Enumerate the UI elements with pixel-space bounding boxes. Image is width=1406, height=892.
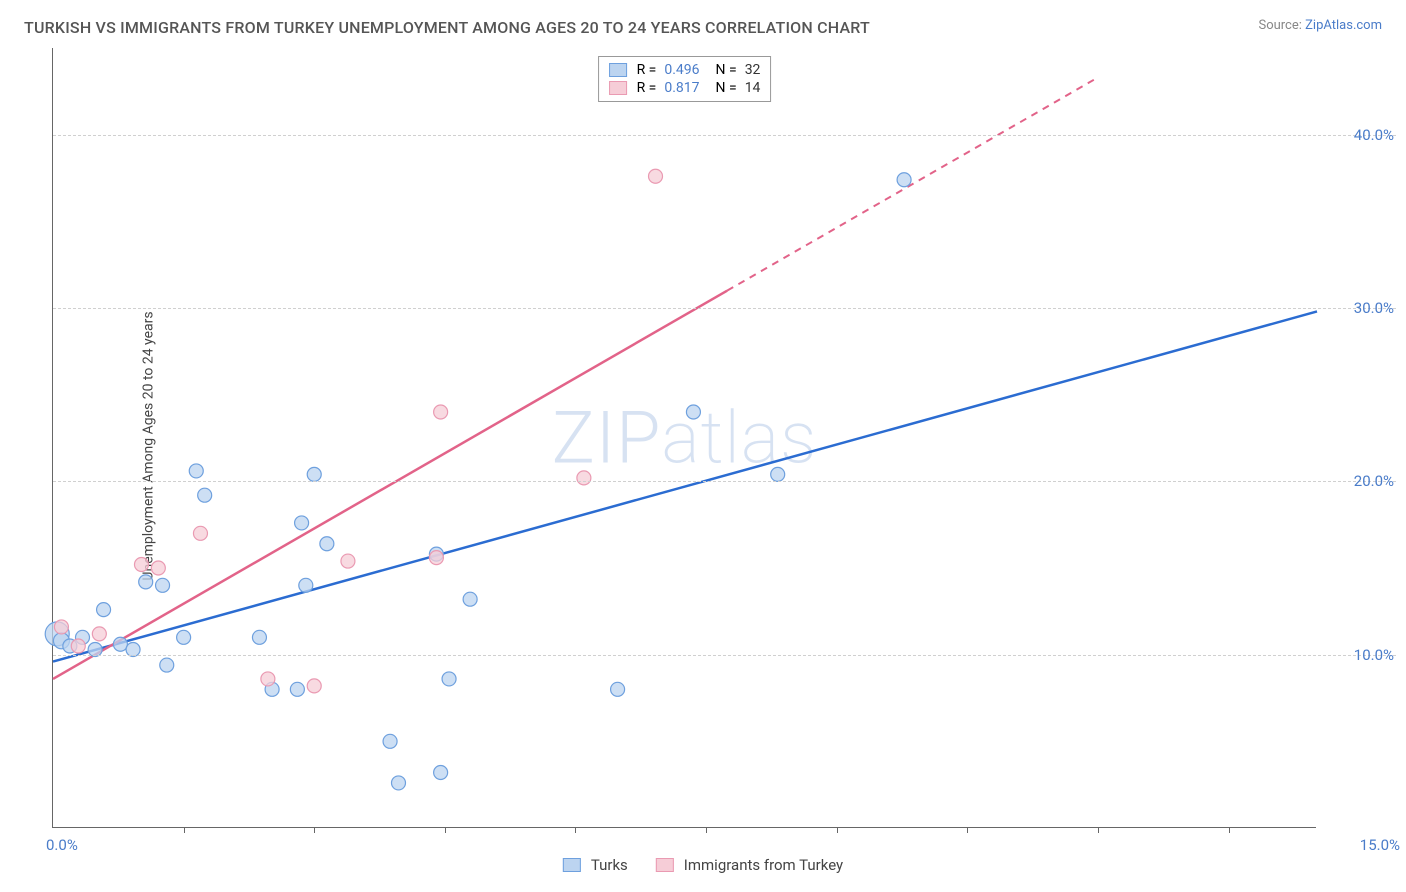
- plot-area: ZIPatlas R =0.496N =32R =0.817N =14 10.0…: [52, 48, 1316, 828]
- grid-line: [53, 481, 1396, 482]
- legend-swatch: [609, 63, 627, 77]
- x-tick-mark: [706, 827, 707, 833]
- x-tick-mark: [184, 827, 185, 833]
- x-tick-mark: [1098, 827, 1099, 833]
- y-tick-label: 10.0%: [1354, 646, 1394, 664]
- source-link[interactable]: ZipAtlas.com: [1305, 18, 1382, 33]
- grid-line: [53, 655, 1396, 656]
- x-tick-mark: [575, 827, 576, 833]
- legend-row: R =0.817N =14: [609, 79, 761, 97]
- legend-swatch: [656, 858, 674, 872]
- legend-row: R =0.496N =32: [609, 61, 761, 79]
- x-axis-min-label: 0.0%: [46, 836, 78, 854]
- y-tick-label: 20.0%: [1354, 472, 1394, 490]
- x-tick-mark: [967, 827, 968, 833]
- y-tick-label: 40.0%: [1354, 126, 1394, 144]
- legend-swatch: [563, 858, 581, 872]
- x-tick-mark: [445, 827, 446, 833]
- series-legend: Turks Immigrants from Turkey: [563, 856, 843, 874]
- y-tick-label: 30.0%: [1354, 299, 1394, 317]
- chart-svg: [53, 48, 1316, 827]
- correlation-legend: R =0.496N =32R =0.817N =14: [598, 56, 772, 102]
- legend-swatch: [609, 81, 627, 95]
- legend-item: Immigrants from Turkey: [656, 856, 843, 874]
- x-tick-mark: [1229, 827, 1230, 833]
- chart-title: TURKISH VS IMMIGRANTS FROM TURKEY UNEMPL…: [24, 18, 870, 37]
- grid-line: [53, 308, 1396, 309]
- grid-line: [53, 135, 1396, 136]
- x-axis-max-label: 15.0%: [1360, 836, 1400, 854]
- legend-item: Turks: [563, 856, 628, 874]
- source-label: Source: ZipAtlas.com: [1258, 18, 1382, 33]
- x-tick-mark: [837, 827, 838, 833]
- x-tick-mark: [314, 827, 315, 833]
